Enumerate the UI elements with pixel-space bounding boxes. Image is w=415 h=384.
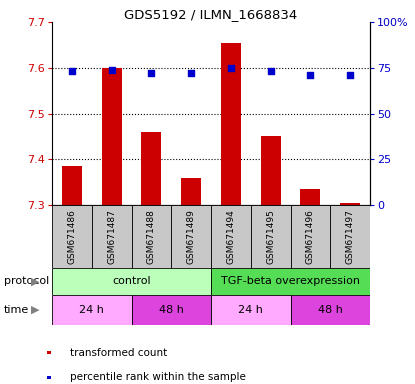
Bar (142, 132, 161, 205)
Point (108, 66, 115, 73)
Point (148, 70, 155, 76)
Text: TGF-beta overexpression: TGF-beta overexpression (221, 276, 360, 286)
Bar (211, 205, 251, 268)
Text: GSM671494: GSM671494 (226, 209, 235, 264)
Bar (300, 189, 320, 205)
Text: protocol: protocol (4, 276, 49, 286)
Bar (52, 205, 92, 268)
Bar (132, 205, 171, 268)
Text: ▶: ▶ (31, 276, 40, 286)
Bar (221, 43, 241, 205)
Bar (47, 376, 51, 379)
Bar (62, 166, 82, 205)
Text: 48 h: 48 h (318, 305, 343, 315)
Bar (211, 295, 290, 325)
Bar (171, 205, 211, 268)
Title: GDS5192 / ILMN_1668834: GDS5192 / ILMN_1668834 (124, 8, 298, 21)
Bar (251, 205, 290, 268)
Bar (52, 268, 211, 295)
Bar (52, 295, 132, 325)
Point (347, 72, 354, 78)
Text: ▶: ▶ (31, 305, 40, 315)
Text: 48 h: 48 h (159, 305, 184, 315)
Bar (92, 205, 132, 268)
Text: control: control (112, 276, 151, 286)
Bar (290, 205, 330, 268)
Bar (132, 295, 211, 325)
Point (188, 70, 195, 76)
Text: percentile rank within the sample: percentile rank within the sample (70, 372, 246, 382)
Bar (261, 136, 281, 205)
Text: GSM671487: GSM671487 (107, 209, 116, 264)
Text: transformed count: transformed count (70, 348, 167, 358)
Bar (290, 295, 370, 325)
Point (227, 65, 234, 71)
Bar (102, 68, 122, 205)
Text: GSM671488: GSM671488 (147, 209, 156, 264)
Text: 24 h: 24 h (238, 305, 263, 315)
Text: GSM671495: GSM671495 (266, 209, 275, 264)
Point (68, 68, 75, 74)
Text: GSM671497: GSM671497 (346, 209, 355, 264)
Bar (47, 351, 51, 354)
Bar (181, 177, 201, 205)
Point (307, 72, 314, 78)
Text: time: time (4, 305, 29, 315)
Text: GSM671496: GSM671496 (306, 209, 315, 264)
Text: 24 h: 24 h (79, 305, 104, 315)
Bar (330, 205, 370, 268)
Bar (211, 268, 370, 295)
Bar (340, 203, 360, 205)
Point (267, 68, 274, 74)
Text: GSM671486: GSM671486 (67, 209, 76, 264)
Text: GSM671489: GSM671489 (187, 209, 195, 264)
